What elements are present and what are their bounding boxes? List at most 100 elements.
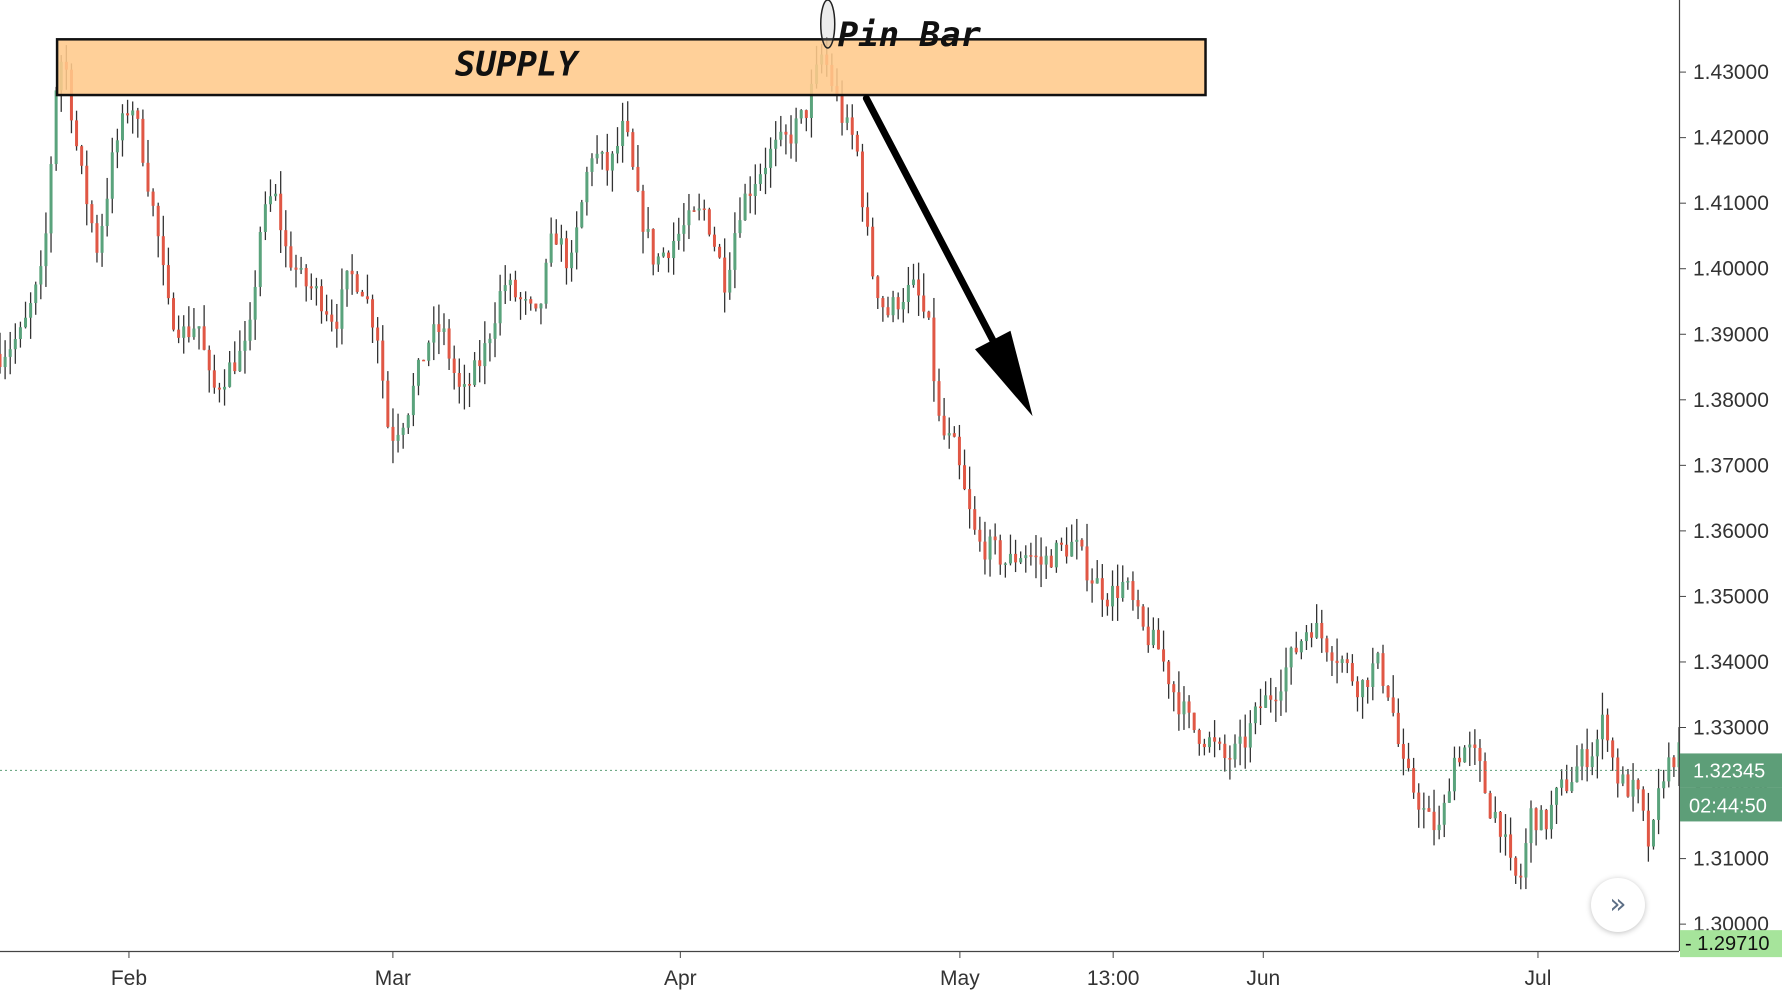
candle bbox=[345, 270, 349, 307]
candle bbox=[1014, 539, 1018, 573]
candle bbox=[1503, 814, 1507, 856]
candle bbox=[447, 319, 451, 370]
candle bbox=[1544, 808, 1548, 840]
candle bbox=[212, 354, 216, 394]
candle bbox=[483, 321, 487, 385]
candle bbox=[1090, 568, 1094, 603]
candle bbox=[1616, 748, 1620, 798]
candle bbox=[371, 294, 375, 344]
candle bbox=[1335, 638, 1339, 684]
candle bbox=[1626, 768, 1630, 798]
candle bbox=[228, 350, 232, 388]
candle bbox=[1651, 819, 1655, 850]
candle bbox=[442, 313, 446, 346]
candle bbox=[1187, 695, 1191, 729]
candle bbox=[85, 150, 89, 226]
candle bbox=[733, 212, 737, 289]
candle bbox=[564, 230, 568, 285]
candle bbox=[1207, 731, 1211, 753]
candle bbox=[682, 203, 686, 252]
candle bbox=[1299, 639, 1303, 660]
candle bbox=[503, 265, 507, 304]
candle bbox=[595, 135, 599, 164]
candle bbox=[1284, 647, 1288, 713]
candle bbox=[1483, 752, 1487, 794]
candle bbox=[365, 274, 369, 304]
candle bbox=[1391, 675, 1395, 717]
candle bbox=[1641, 786, 1645, 822]
candle bbox=[963, 449, 967, 491]
candle bbox=[667, 250, 671, 273]
candle bbox=[1580, 743, 1584, 781]
x-tick-label: May bbox=[940, 967, 980, 990]
candle bbox=[631, 128, 635, 170]
candle bbox=[794, 107, 798, 162]
candle bbox=[917, 262, 921, 316]
candles-layer bbox=[0, 37, 1681, 890]
candle bbox=[294, 254, 298, 288]
candle bbox=[1294, 631, 1298, 655]
candle bbox=[616, 127, 620, 164]
candle bbox=[1611, 737, 1615, 771]
candle bbox=[131, 101, 135, 134]
candle bbox=[1427, 795, 1431, 812]
candle bbox=[534, 303, 538, 312]
candle bbox=[1223, 734, 1227, 772]
candle bbox=[1049, 549, 1053, 568]
candle bbox=[24, 301, 28, 329]
candle bbox=[1381, 644, 1385, 694]
candle bbox=[1279, 669, 1283, 716]
current-price-value: 1.32345 bbox=[1693, 760, 1765, 782]
candle bbox=[325, 294, 329, 322]
y-tick-label: 1.31000 bbox=[1693, 848, 1769, 871]
candle bbox=[860, 143, 864, 222]
candle bbox=[1432, 789, 1436, 846]
candle bbox=[238, 330, 242, 372]
candle bbox=[381, 325, 385, 399]
y-tick-label: 1.38000 bbox=[1693, 389, 1769, 412]
scroll-to-latest-button[interactable]: » bbox=[1591, 878, 1645, 932]
countdown-badge bbox=[1680, 787, 1782, 822]
candle bbox=[1320, 609, 1324, 653]
candle bbox=[1054, 540, 1058, 573]
candle bbox=[1105, 593, 1109, 616]
candle bbox=[580, 199, 584, 229]
candle bbox=[233, 341, 237, 375]
candle bbox=[1452, 746, 1456, 801]
candle bbox=[1417, 783, 1421, 828]
candle bbox=[1575, 745, 1579, 783]
x-tick-label: 13:00 bbox=[1087, 967, 1140, 990]
candle bbox=[1600, 692, 1604, 760]
candle bbox=[386, 371, 390, 429]
candle bbox=[1493, 796, 1497, 823]
candle bbox=[585, 166, 589, 216]
candle bbox=[90, 200, 94, 233]
candle bbox=[1116, 564, 1120, 621]
candle bbox=[1463, 745, 1467, 763]
candle bbox=[263, 191, 267, 241]
candle bbox=[641, 184, 645, 254]
candle bbox=[1080, 538, 1084, 551]
candle bbox=[177, 315, 181, 344]
candle bbox=[554, 219, 558, 245]
candle bbox=[330, 299, 334, 332]
candle bbox=[411, 373, 415, 427]
candle bbox=[1085, 523, 1089, 592]
candle bbox=[279, 171, 283, 253]
candle bbox=[1570, 766, 1574, 793]
candle bbox=[753, 164, 757, 215]
candle bbox=[1468, 731, 1472, 766]
candle bbox=[1636, 778, 1640, 804]
candle bbox=[1345, 652, 1349, 674]
pin-bar-label: Pin Bar bbox=[838, 15, 982, 55]
candle bbox=[646, 207, 650, 239]
supply-zone[interactable] bbox=[55, 38, 1207, 97]
candle bbox=[937, 368, 941, 422]
candle bbox=[1228, 745, 1232, 780]
candle bbox=[896, 292, 900, 320]
candle bbox=[1162, 630, 1166, 672]
candle bbox=[1289, 646, 1293, 685]
candle bbox=[457, 358, 461, 404]
